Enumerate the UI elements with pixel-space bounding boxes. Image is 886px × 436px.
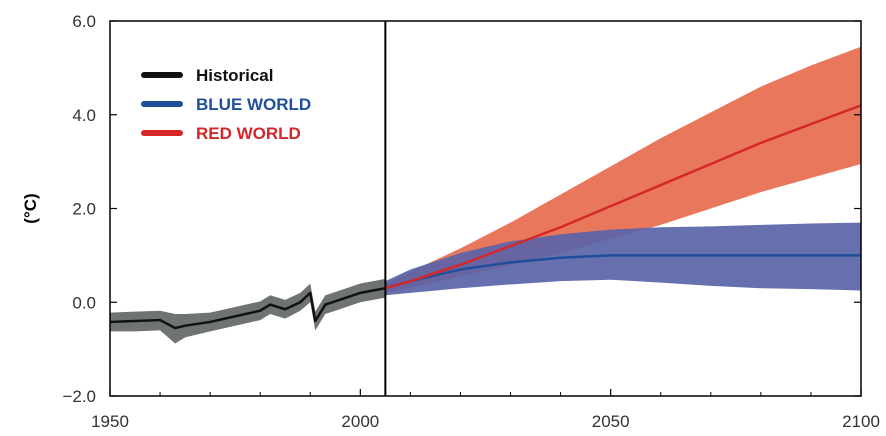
y-tick-label: 6.0 (72, 12, 96, 31)
y-tick-label: −2.0 (62, 387, 96, 406)
x-tick-label: 2100 (842, 412, 880, 431)
blue-world-band (385, 222, 861, 296)
y-tick-label: 2.0 (72, 200, 96, 219)
legend-label-blue-world: BLUE WORLD (196, 95, 311, 114)
red-world-band (385, 46, 861, 293)
x-tick-label: 2050 (592, 412, 630, 431)
y-axis-label: (°C) (21, 193, 40, 223)
axis-ticks: −2.0 0.0 2.0 4.0 6.0 1950 2000 2050 2100 (62, 12, 879, 431)
legend: Historical BLUE WORLD RED WORLD (141, 66, 311, 143)
series-lines (109, 104, 862, 330)
x-tick-label: 2000 (341, 412, 379, 431)
y-tick-label: 4.0 (72, 106, 96, 125)
blue-world-line (385, 254, 861, 290)
x-tick-label: 1950 (91, 412, 129, 431)
legend-label-red-world: RED WORLD (196, 124, 301, 143)
legend-label-historical: Historical (196, 66, 273, 85)
uncertainty-bands (110, 46, 861, 344)
red-world-line (385, 104, 862, 290)
historical-line (109, 286, 386, 330)
historical-band (110, 278, 386, 344)
y-tick-label: 0.0 (72, 293, 96, 312)
